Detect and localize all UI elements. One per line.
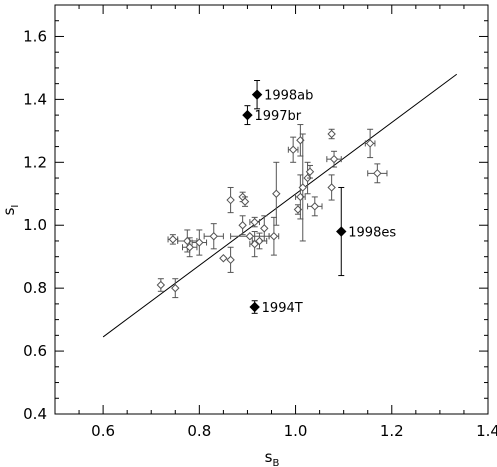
data-point [238,221,247,230]
point-annotation: 1994T [262,301,303,316]
data-point [272,189,281,198]
point-annotation: 1998ab [264,89,313,104]
point-annotation: 1998es [348,226,396,241]
y-axis-label: sI [0,205,21,216]
data-point [226,195,235,205]
x-tick-label: 1.2 [380,422,404,440]
data-point [365,139,375,148]
data-point [168,235,178,244]
data-points-layer [156,80,388,314]
highlighted-data-point [336,226,347,237]
data-point [298,183,307,192]
data-point [327,183,336,192]
data-point [185,243,194,252]
data-point [209,232,218,241]
y-tick-label: 1.4 [23,90,47,108]
x-tick-label: 1.0 [284,422,308,440]
y-tick-label: 1.6 [23,27,47,45]
x-tick-label: 0.8 [187,422,211,440]
data-point [245,232,255,241]
y-axis: 0.4 0.6 0.8 1.0 1.2 1.4 1.6 [23,4,488,423]
highlighted-data-point [242,109,253,121]
data-point [329,154,339,164]
y-tick-label: 1.0 [23,216,47,234]
plot-frame [54,4,489,415]
x-tick-label: 0.6 [91,422,115,440]
y-tick-label: 0.8 [23,279,47,297]
data-point [226,255,235,265]
data-point [171,283,180,293]
highlighted-data-point [251,89,263,100]
x-axis: 0.6 0.8 1.0 1.2 1.4 [54,5,497,440]
data-point [373,169,382,178]
annotation-layer: 1998ab 1997br 1998es 1994T [254,89,396,316]
highlighted-data-point [249,301,260,313]
data-point [156,280,166,290]
point-annotation: 1997br [254,109,301,124]
y-tick-label: 0.6 [23,342,47,360]
data-point [240,197,250,206]
data-point [327,129,336,139]
data-point [310,202,320,211]
data-point [219,254,228,263]
y-tick-label: 0.4 [23,405,47,423]
data-point [288,145,298,154]
fit-line [102,73,458,338]
x-tick-label: 1.4 [476,422,497,440]
y-tick-label: 1.2 [23,153,47,171]
data-point [250,217,259,227]
data-point [305,167,315,176]
data-point [260,224,269,233]
x-axis-label: sB [265,448,280,467]
fit-line-layer [102,73,458,338]
data-point [195,238,204,247]
data-point [269,232,279,241]
data-point [255,236,264,246]
